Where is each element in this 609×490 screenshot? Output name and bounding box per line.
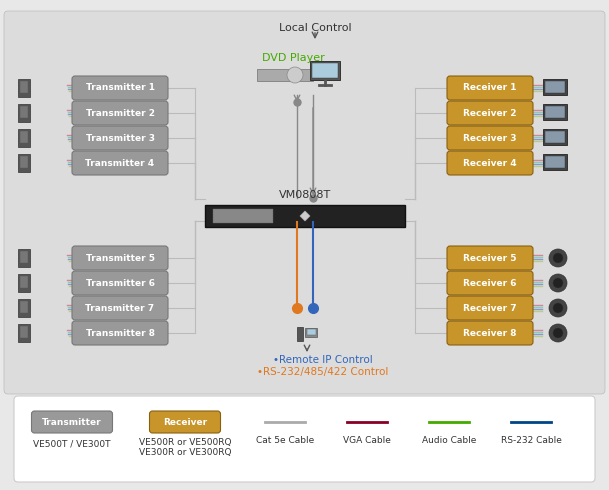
Bar bbox=[545, 80, 565, 93]
Circle shape bbox=[549, 324, 567, 342]
Text: Receiver 4: Receiver 4 bbox=[463, 158, 517, 168]
FancyBboxPatch shape bbox=[149, 411, 220, 433]
Text: Receiver: Receiver bbox=[163, 417, 207, 426]
Bar bbox=[297, 327, 303, 342]
Text: Transmitter 2: Transmitter 2 bbox=[85, 108, 155, 118]
Text: VE500R or VE500RQ: VE500R or VE500RQ bbox=[139, 438, 231, 446]
Circle shape bbox=[287, 67, 303, 83]
FancyBboxPatch shape bbox=[447, 321, 533, 345]
Text: Receiver 6: Receiver 6 bbox=[463, 278, 517, 288]
Text: Receiver 2: Receiver 2 bbox=[463, 108, 517, 118]
Text: Transmitter 4: Transmitter 4 bbox=[85, 158, 155, 168]
Bar bbox=[18, 154, 30, 172]
Bar bbox=[20, 276, 28, 288]
Text: Local Control: Local Control bbox=[279, 23, 351, 33]
FancyBboxPatch shape bbox=[72, 321, 168, 345]
Bar bbox=[307, 329, 316, 336]
FancyBboxPatch shape bbox=[72, 151, 168, 175]
Text: Transmitter 8: Transmitter 8 bbox=[85, 328, 155, 338]
Circle shape bbox=[549, 274, 567, 292]
Circle shape bbox=[553, 303, 563, 313]
FancyBboxPatch shape bbox=[4, 11, 605, 394]
Text: Audio Cable: Audio Cable bbox=[422, 436, 476, 444]
Text: VM0808T: VM0808T bbox=[279, 190, 331, 200]
FancyBboxPatch shape bbox=[72, 101, 168, 125]
Text: DVD Player: DVD Player bbox=[262, 53, 325, 63]
Bar bbox=[18, 249, 30, 267]
Bar bbox=[543, 79, 567, 95]
Text: Transmitter: Transmitter bbox=[42, 417, 102, 426]
Bar bbox=[545, 130, 565, 143]
Bar bbox=[20, 301, 28, 313]
FancyBboxPatch shape bbox=[447, 76, 533, 100]
Bar bbox=[18, 104, 30, 122]
Text: Cat 5e Cable: Cat 5e Cable bbox=[256, 436, 314, 444]
Bar bbox=[543, 129, 567, 145]
Bar bbox=[309, 61, 340, 80]
Text: Receiver 8: Receiver 8 bbox=[463, 328, 517, 338]
Text: •RS-232/485/422 Control: •RS-232/485/422 Control bbox=[258, 367, 389, 377]
Text: VE500T / VE300T: VE500T / VE300T bbox=[33, 440, 111, 448]
Text: •Remote IP Control: •Remote IP Control bbox=[273, 355, 373, 365]
Bar bbox=[545, 105, 565, 118]
Bar bbox=[545, 155, 565, 168]
Bar bbox=[20, 81, 28, 93]
Bar bbox=[543, 104, 567, 120]
FancyBboxPatch shape bbox=[32, 411, 113, 433]
Bar bbox=[305, 328, 317, 337]
FancyBboxPatch shape bbox=[447, 151, 533, 175]
Text: Receiver 3: Receiver 3 bbox=[463, 133, 517, 143]
Bar bbox=[543, 154, 567, 170]
Circle shape bbox=[553, 328, 563, 338]
Bar bbox=[20, 326, 28, 338]
Text: Receiver 1: Receiver 1 bbox=[463, 83, 517, 93]
Circle shape bbox=[553, 253, 563, 263]
Bar bbox=[20, 106, 28, 118]
Bar bbox=[205, 205, 405, 227]
Bar bbox=[18, 79, 30, 97]
Bar bbox=[18, 324, 30, 342]
Bar bbox=[20, 131, 28, 143]
Text: RS-232 Cable: RS-232 Cable bbox=[501, 436, 561, 444]
Bar bbox=[257, 69, 313, 81]
FancyBboxPatch shape bbox=[72, 76, 168, 100]
Text: VE300R or VE300RQ: VE300R or VE300RQ bbox=[139, 447, 231, 457]
FancyBboxPatch shape bbox=[447, 246, 533, 270]
Circle shape bbox=[553, 278, 563, 288]
Text: VGA Cable: VGA Cable bbox=[343, 436, 391, 444]
FancyBboxPatch shape bbox=[14, 396, 595, 482]
Bar bbox=[20, 156, 28, 168]
Polygon shape bbox=[300, 211, 310, 221]
FancyBboxPatch shape bbox=[72, 246, 168, 270]
FancyBboxPatch shape bbox=[72, 296, 168, 320]
FancyBboxPatch shape bbox=[447, 271, 533, 295]
Bar bbox=[213, 209, 273, 223]
FancyBboxPatch shape bbox=[447, 296, 533, 320]
FancyBboxPatch shape bbox=[72, 126, 168, 150]
FancyBboxPatch shape bbox=[72, 271, 168, 295]
FancyBboxPatch shape bbox=[447, 101, 533, 125]
Text: Transmitter 3: Transmitter 3 bbox=[85, 133, 155, 143]
FancyBboxPatch shape bbox=[447, 126, 533, 150]
Bar bbox=[312, 63, 337, 77]
Text: Transmitter 5: Transmitter 5 bbox=[85, 253, 155, 263]
Text: Receiver 7: Receiver 7 bbox=[463, 303, 517, 313]
Text: Receiver 5: Receiver 5 bbox=[463, 253, 517, 263]
Bar bbox=[18, 274, 30, 292]
Text: Transmitter 1: Transmitter 1 bbox=[85, 83, 155, 93]
Bar bbox=[18, 299, 30, 317]
Circle shape bbox=[549, 299, 567, 317]
Bar bbox=[20, 251, 28, 263]
Circle shape bbox=[549, 249, 567, 267]
Text: Transmitter 7: Transmitter 7 bbox=[85, 303, 155, 313]
Bar bbox=[18, 129, 30, 147]
Text: Transmitter 6: Transmitter 6 bbox=[85, 278, 155, 288]
